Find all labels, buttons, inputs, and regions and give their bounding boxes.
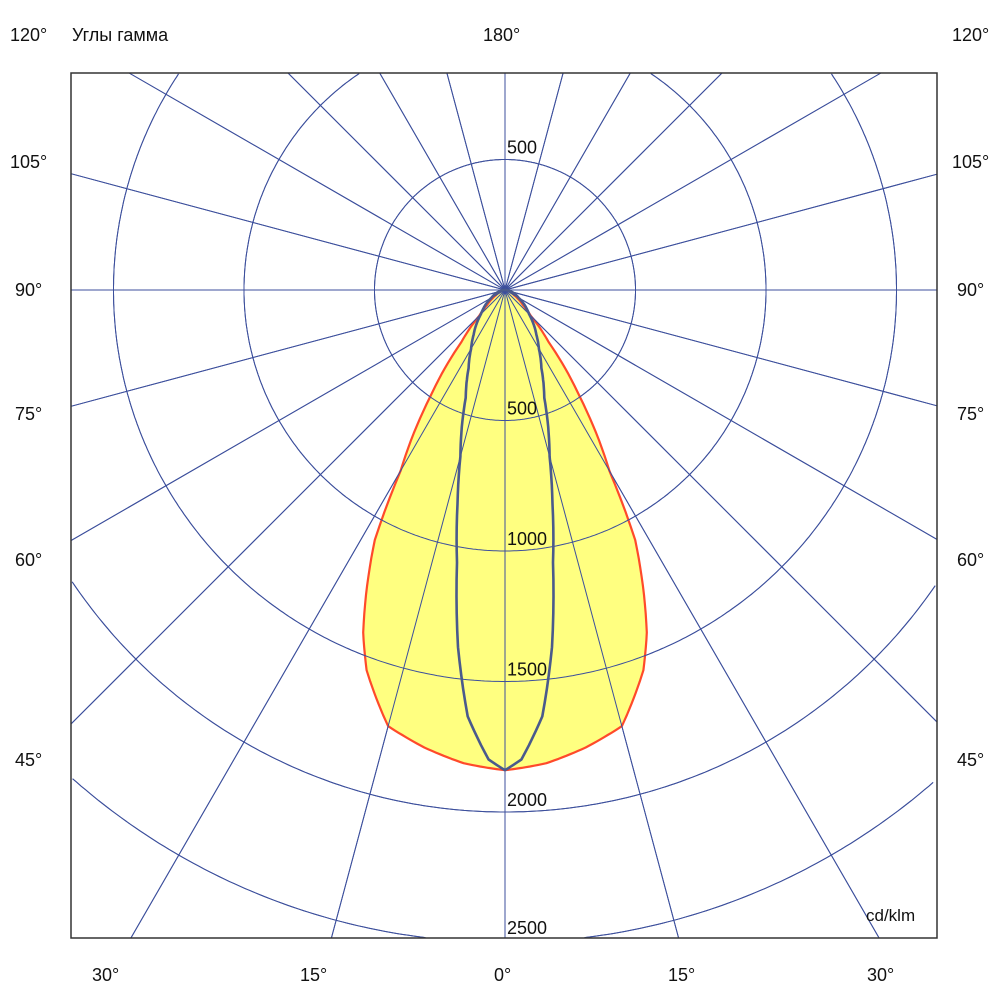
angle-label-left: 90°	[15, 280, 43, 300]
angle-label-right: 105°	[952, 152, 990, 172]
angle-label-bottom: 0°	[494, 965, 512, 985]
angle-grid-line	[446, 72, 506, 291]
angle-grid-line	[504, 289, 680, 939]
angle-grid-line	[70, 173, 506, 291]
angle-label-right: 120°	[952, 25, 990, 45]
angle-grid-line	[330, 289, 506, 939]
radial-tick-label-top: 500	[507, 138, 537, 158]
angle-label-bottom: 15°	[668, 965, 696, 985]
angle-label-bottom: 30°	[867, 965, 895, 985]
radial-tick-labels: 500 1000 1500 2000 2500 500	[507, 138, 547, 939]
angle-label-left: 45°	[15, 750, 43, 770]
angle-grid-line	[70, 289, 506, 542]
angle-grid-line	[128, 72, 506, 291]
angle-label-bottom: 15°	[300, 965, 328, 985]
angle-grid-line	[70, 289, 506, 407]
plot-frame	[70, 72, 938, 939]
angle-grid-line	[504, 289, 880, 939]
angle-label-right: 60°	[957, 550, 985, 570]
polar-grid-overlay	[70, 72, 938, 939]
angle-label-bottom: 30°	[92, 965, 120, 985]
angle-grid-line	[504, 72, 564, 291]
angle-grid-line	[504, 72, 631, 291]
radial-tick-label: 1000	[507, 529, 547, 549]
angle-grid-line	[504, 289, 938, 723]
radial-tick-label: 2000	[507, 790, 547, 810]
radial-tick-label: 2500	[507, 918, 547, 938]
angle-grid-line	[504, 72, 882, 291]
angle-label-left: 105°	[10, 152, 48, 172]
angle-grid-line	[70, 289, 506, 725]
angle-label-left: 120°	[10, 25, 48, 45]
radial-grid-circle	[72, 778, 934, 939]
angle-grid-line	[504, 289, 938, 407]
angle-label-left: 75°	[15, 404, 43, 424]
angle-grid-line	[504, 72, 723, 291]
radial-grid-circle	[113, 73, 897, 682]
radial-tick-label: 500	[507, 399, 537, 419]
chart-title: Углы гамма	[72, 25, 169, 45]
angle-grid-line	[130, 289, 506, 939]
angle-label-left: 60°	[15, 550, 43, 570]
radial-tick-label: 1500	[507, 660, 547, 680]
angle-label-top: 180°	[483, 25, 521, 45]
angle-grid-line	[379, 72, 506, 291]
angle-label-right: 75°	[957, 404, 985, 424]
radial-grid-circle	[71, 581, 936, 813]
intensity-curve-narrow	[455, 288, 555, 772]
angle-grid-line	[504, 173, 938, 291]
radial-grid-circle	[243, 73, 767, 552]
unit-label: cd/klm	[866, 906, 916, 925]
angle-label-right: 45°	[957, 750, 985, 770]
radial-grid-circle	[72, 778, 934, 939]
angle-grid-line	[287, 72, 506, 291]
angle-grid-line	[504, 289, 938, 540]
angle-label-right: 90°	[957, 280, 985, 300]
